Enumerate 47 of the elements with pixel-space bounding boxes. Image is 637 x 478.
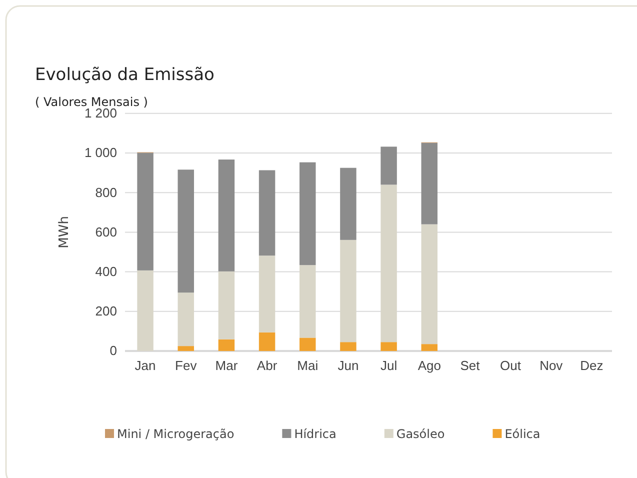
bar (218, 339, 235, 351)
bar (137, 270, 154, 351)
bar (380, 342, 397, 351)
bar (300, 338, 316, 351)
bar (421, 224, 438, 344)
bar (300, 162, 316, 266)
x-tick-label: Jan (134, 358, 156, 374)
bar (300, 265, 316, 338)
bar (178, 292, 194, 346)
bar (380, 184, 397, 342)
x-tick-label: Dez (580, 358, 604, 374)
x-tick-label: Fev (175, 358, 198, 374)
bar (421, 142, 438, 224)
bar (218, 160, 235, 272)
bar (258, 332, 276, 351)
x-tick-label: Jun (338, 358, 359, 374)
legend-label: Mini / Microgeração (117, 427, 234, 441)
chart-title: Evolução da Emissão (35, 65, 214, 85)
x-tick-label: Out (500, 358, 522, 374)
x-tick-label: Mar (215, 358, 238, 374)
y-tick-label: 0 (110, 343, 117, 358)
bar (258, 170, 276, 256)
bar (178, 170, 194, 293)
y-tick-label: 200 (95, 304, 117, 319)
x-tick-label: Jul (380, 358, 398, 374)
bar (178, 346, 194, 351)
y-tick-label: 1 000 (84, 145, 117, 160)
bar (137, 152, 154, 270)
x-tick-label: Nov (540, 358, 564, 374)
y-tick-label: 600 (95, 224, 117, 240)
bar (340, 342, 356, 351)
y-tick-label: 800 (95, 184, 117, 200)
bar (421, 344, 438, 351)
legend-label: Eólica (504, 427, 540, 441)
bar (340, 240, 356, 342)
legend-label: Hídrica (294, 427, 336, 441)
x-tick-label: Ago (418, 358, 441, 374)
bar (380, 146, 397, 185)
legend-label: Gasóleo (396, 427, 445, 441)
y-tick-label: 400 (95, 264, 117, 279)
x-tick-label: Mai (297, 358, 318, 374)
bar (218, 271, 235, 340)
bar (340, 168, 356, 240)
y-axis-title: MWh (57, 216, 72, 248)
x-tick-label: Abr (256, 358, 278, 374)
bar (258, 256, 276, 332)
x-tick-label: Set (460, 358, 480, 374)
